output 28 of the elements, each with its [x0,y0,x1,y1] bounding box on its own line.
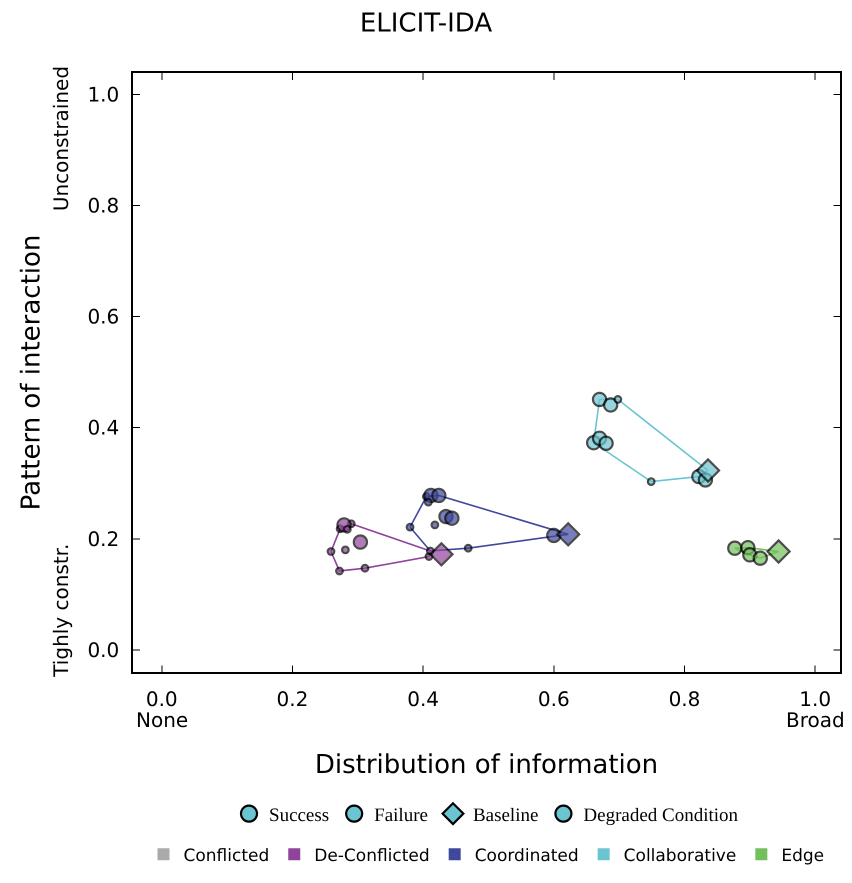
legend-label: Success [269,805,330,826]
y-tick-label: 0.2 [87,526,120,551]
legend-label: Failure [374,805,428,826]
y-axis-title: Pattern of interaction [16,234,46,510]
x-tick-label: 0.0 [146,686,178,711]
y-tick-label: 0.6 [87,304,120,329]
text: Tighly constr. [49,544,74,678]
legend-label: Degraded Condition [583,805,739,826]
text: Unconstrained [48,66,73,212]
legend-label: Coordinated [474,846,579,866]
y-tick-label: 0.0 [87,638,120,662]
y-tick-label: 1.0 [87,82,120,107]
x-tick-label: 1.0 [799,686,832,711]
legend-label: De-Conflicted [314,846,430,866]
y-tick-label: 0.8 [87,194,120,218]
x-tick-label: 0.2 [276,686,308,711]
chart-title: ELICIT-IDA [360,8,492,38]
x-tick-label: 0.8 [668,686,700,711]
legend-label: Edge [781,846,824,866]
legend-label: Collaborative [624,846,736,866]
text: Broad [786,708,845,732]
text: None [136,708,188,732]
legend-label: Baseline [472,805,538,826]
x-tick-label: 0.6 [538,686,570,711]
legend-label: Conflicted [184,846,270,866]
x-tick-label: 0.4 [407,686,440,711]
x-axis-title: Distribution of information [314,750,658,780]
y-tick-label: 0.4 [87,416,120,440]
